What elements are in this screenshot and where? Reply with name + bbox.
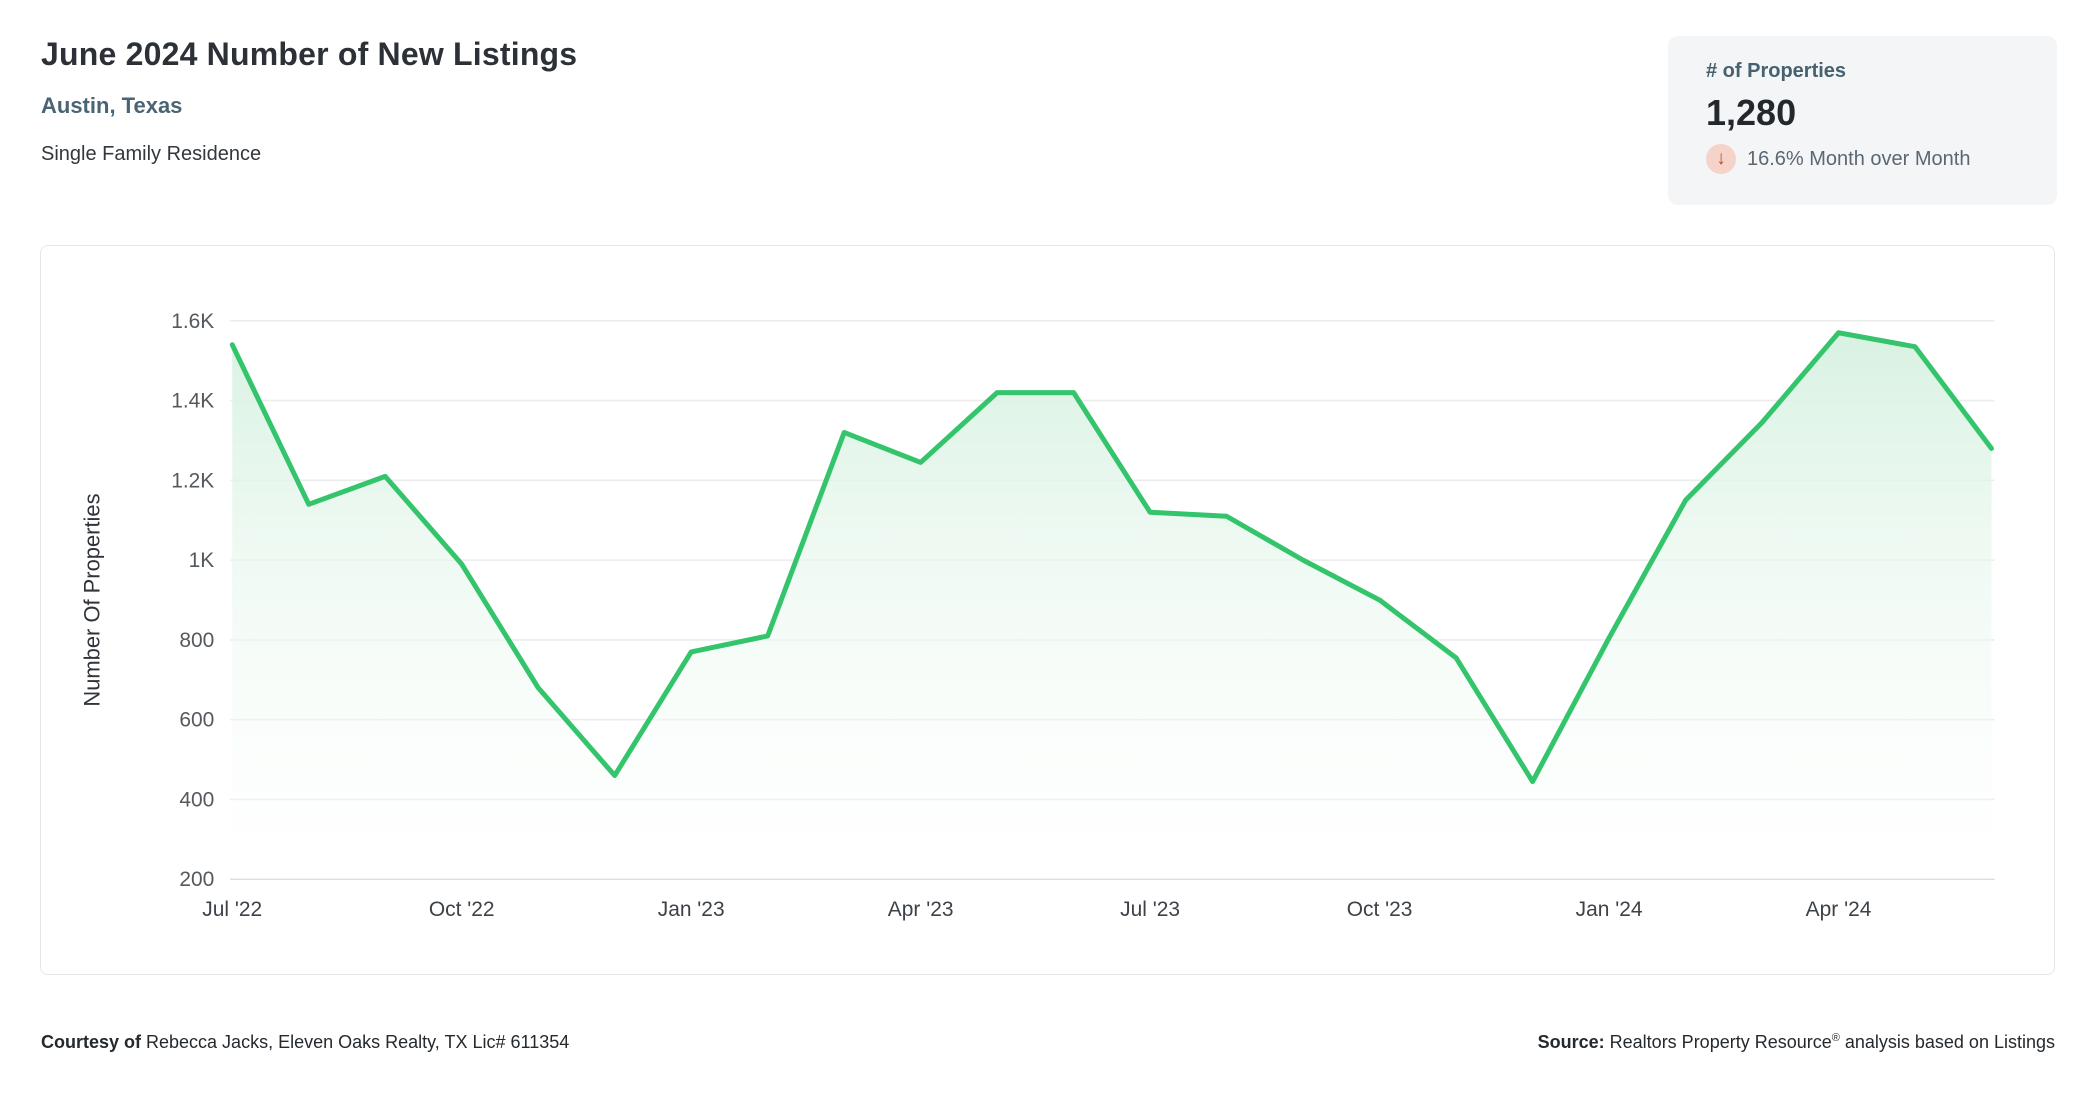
- y-tick-label: 200: [179, 868, 214, 891]
- source-label: Source:: [1537, 1032, 1605, 1052]
- x-tick-label: Oct '22: [429, 898, 495, 921]
- x-tick-label: Jan '23: [658, 898, 725, 921]
- arrow-down-icon: ↓: [1706, 144, 1736, 174]
- source-text: Realtors Property Resource: [1604, 1032, 1832, 1052]
- stat-label: # of Properties: [1706, 60, 1847, 82]
- area-fill: [232, 332, 1992, 880]
- report-header: June 2024 Number of New Listings Austin,…: [41, 36, 577, 166]
- properties-stat-card: # of Properties 1,280 ↓ 16.6% Month over…: [1668, 36, 2057, 205]
- x-tick-label: Oct '23: [1347, 898, 1413, 921]
- courtesy-label: Courtesy of: [41, 1032, 142, 1052]
- source-text-suffix: analysis based on Listings: [1839, 1032, 2055, 1052]
- y-tick-label: 1K: [189, 549, 215, 572]
- trend-line: [229, 330, 1994, 785]
- stat-delta-text: 16.6% Month over Month: [1747, 147, 1971, 170]
- x-tick-label: Jan '24: [1576, 898, 1643, 921]
- courtesy-note: Courtesy of Rebecca Jacks, Eleven Oaks R…: [41, 1032, 569, 1053]
- stat-value: 1,280: [1706, 92, 1797, 133]
- listings-chart-card: 200 400 600 800 1K 1.2K 1.4K 1.6K Jul '22 Oct '22…: [40, 245, 2055, 975]
- y-tick-label: 400: [179, 788, 214, 811]
- y-axis-title: Number Of Properties: [80, 493, 105, 706]
- property-type-label: Single Family Residence: [41, 143, 262, 165]
- y-tick-label: 600: [179, 709, 214, 732]
- x-tick-label: Jul '23: [1120, 898, 1180, 921]
- courtesy-text: Rebecca Jacks, Eleven Oaks Realty, TX Li…: [141, 1032, 570, 1052]
- x-tick-label: Jul '22: [202, 898, 262, 921]
- listings-chart: 200 400 600 800 1K 1.2K 1.4K 1.6K Jul '22 Oct '22…: [80, 310, 1995, 921]
- x-tick-label: Apr '23: [888, 898, 954, 921]
- page-title: June 2024 Number of New Listings: [41, 36, 578, 72]
- source-note: Source: Realtors Property Resource® anal…: [1538, 1032, 2055, 1053]
- stat-delta: ↓ 16.6% Month over Month: [1706, 144, 2019, 174]
- y-tick-label: 1.6K: [171, 310, 214, 333]
- y-tick-label: 1.4K: [171, 390, 214, 413]
- x-tick-label: Apr '24: [1806, 898, 1872, 921]
- y-tick-label: 800: [179, 629, 214, 652]
- location-subtitle: Austin, Texas: [41, 93, 183, 118]
- registered-mark: ®: [1831, 1032, 1840, 1044]
- y-tick-label: 1.2K: [171, 469, 214, 492]
